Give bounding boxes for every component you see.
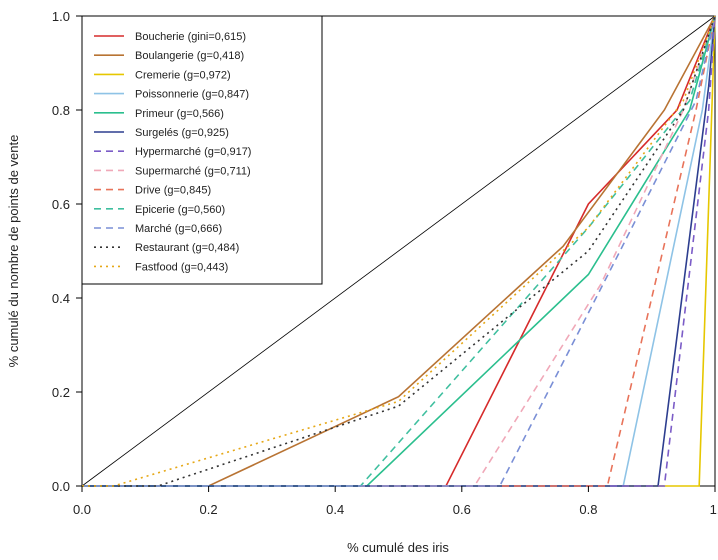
- reference-line-layer: [81, 15, 716, 487]
- x-tick-label: 0.8: [579, 502, 597, 517]
- series-line-12: [82, 15, 716, 487]
- x-tick-label: 0.4: [326, 502, 344, 517]
- x-tick-label: 0.6: [453, 502, 471, 517]
- legend: Boucherie (gini=0,615) Boulangerie (g=0,4…: [81, 15, 323, 285]
- legend-label: Primeur (g=0,566): [135, 108, 224, 120]
- legend-label: Marché (g=0,666): [135, 223, 222, 235]
- legend-label: Restaurant (g=0,484): [135, 242, 239, 254]
- x-tick-label: 1.: [710, 502, 718, 517]
- y-axis: 0.0 0.2 0.4 0.6 0.8 1.0: [52, 9, 82, 494]
- y-tick-label: 0.2: [52, 385, 70, 400]
- legend-label: Surgelés (g=0,925): [135, 127, 229, 139]
- y-tick-label: 0.8: [52, 103, 70, 118]
- y-axis-title: % cumulé du nombre de points de vente: [6, 135, 21, 368]
- series-line-7: [82, 15, 716, 487]
- y-tick-label: 0.4: [52, 291, 70, 306]
- x-axis: 0.0 0.2 0.4 0.6 0.8 1.: [73, 486, 718, 517]
- y-tick-label: 0.6: [52, 197, 70, 212]
- series-layer: [82, 15, 716, 487]
- legend-label: Supermarché (g=0,711): [135, 165, 251, 177]
- legend-label: Hypermarché (g=0,917): [135, 146, 251, 158]
- y-tick-label: 0.0: [52, 479, 70, 494]
- legend-label: Boulangerie (g=0,418): [135, 50, 244, 62]
- x-tick-label: 0.2: [200, 502, 218, 517]
- x-axis-title: % cumulé des iris: [347, 540, 449, 555]
- legend-label: Cremerie (g=0,972): [135, 69, 231, 81]
- y-tick-label: 1.0: [52, 9, 70, 24]
- legend-label: Poissonnerie (g=0,847): [135, 89, 249, 101]
- legend-label: Fastfood (g=0,443): [135, 261, 228, 273]
- legend-label: Boucherie (gini=0,615): [135, 31, 246, 43]
- equality-line: [81, 15, 716, 487]
- x-tick-label: 0.0: [73, 502, 91, 517]
- legend-label: Epicerie (g=0,560): [135, 204, 225, 216]
- legend-box: [81, 15, 323, 285]
- legend-label: Drive (g=0,845): [135, 185, 211, 197]
- series-line-10: [82, 15, 716, 487]
